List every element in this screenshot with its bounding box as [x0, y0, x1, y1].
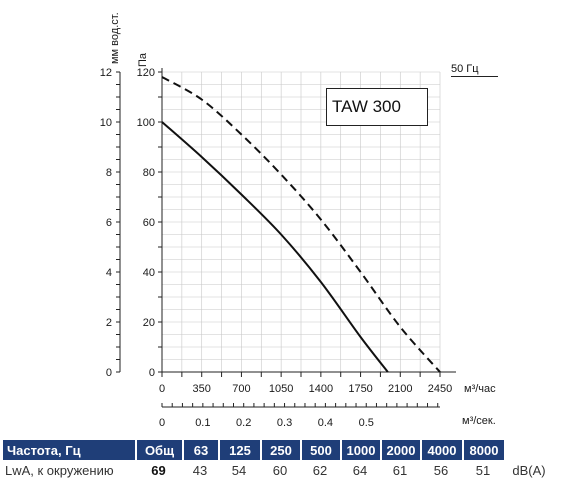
unit-label: dB(A)	[512, 462, 546, 478]
header-cell-2000: 2000	[380, 440, 420, 460]
left-axis-tick-label: 12	[100, 67, 112, 79]
table-row-lwa: LwA, к окружению 69 43 54 60 62 64 61 56…	[3, 460, 554, 480]
x2-tick-label: 0.4	[318, 417, 333, 429]
x2-tick-label: 0	[159, 417, 165, 429]
value-8000: 51	[475, 462, 491, 478]
y-tick-label: 80	[143, 167, 155, 179]
value-250: 60	[272, 462, 288, 478]
model-title: TAW 300	[332, 97, 401, 116]
x2-tick-label: 0.1	[195, 417, 210, 429]
x-tick-label: 1050	[269, 383, 293, 395]
y-tick-label: 60	[143, 217, 155, 229]
y-axis-title: Па	[137, 52, 149, 67]
x-tick-label: 350	[193, 383, 211, 395]
value-500: 62	[312, 462, 328, 478]
x-tick-label: 2450	[428, 383, 452, 395]
header-cell-frequency: Частота, Гц	[3, 440, 135, 460]
value-125: 54	[231, 462, 247, 478]
header-cell-1000: 1000	[340, 440, 380, 460]
left-axis-tick-label: 0	[106, 367, 112, 379]
sound-spectrum-table: Частота, Гц Общ 63 125 250 500 1000 2000…	[3, 440, 554, 480]
value-4000: 56	[433, 462, 449, 478]
x-tick-label: 1750	[348, 383, 372, 395]
x-tick-label: 1400	[309, 383, 333, 395]
value-1000: 64	[352, 462, 368, 478]
value-total: 69	[151, 462, 166, 478]
left-axis-tick-label: 8	[106, 167, 112, 179]
left-axis-tick-label: 2	[106, 317, 112, 329]
header-cell-500: 500	[300, 440, 340, 460]
value-63: 43	[192, 462, 208, 478]
header-cell-8000: 8000	[462, 440, 504, 460]
series-line-dashed	[161, 76, 441, 373]
frequency-label: 50 Гц	[451, 63, 498, 77]
x2-tick-label: 0.3	[277, 417, 292, 429]
table-header-row: Частота, Гц Общ 63 125 250 500 1000 2000…	[3, 440, 554, 460]
left-axis-tick-label: 10	[100, 117, 112, 129]
header-cell-4000: 4000	[420, 440, 462, 460]
x-tick-label: 700	[232, 383, 250, 395]
left-axis-tick-label: 6	[106, 217, 112, 229]
left-axis-title: мм вод.ст.	[109, 12, 121, 64]
header-cell-total: Общ	[135, 440, 182, 460]
x-axis-title: м³/час	[464, 383, 496, 395]
y-tick-label: 100	[137, 117, 155, 129]
series-line-solid	[161, 121, 389, 373]
x2-axis-title: м³/сек.	[462, 415, 496, 427]
x-tick-label: 2100	[388, 383, 412, 395]
x2-tick-label: 0.5	[359, 417, 374, 429]
y-tick-label: 0	[149, 367, 155, 379]
y-tick-label: 120	[137, 67, 155, 79]
header-cell-125: 125	[218, 440, 260, 460]
value-2000: 61	[392, 462, 408, 478]
left-axis-tick-label: 4	[106, 267, 112, 279]
y-tick-label: 20	[143, 317, 155, 329]
row-label-lwa: LwA, к окружению	[5, 462, 114, 478]
x-tick-label: 0	[159, 383, 165, 395]
y-tick-label: 40	[143, 267, 155, 279]
header-cell-63: 63	[182, 440, 218, 460]
x2-tick-label: 0.2	[236, 417, 251, 429]
header-cell-250: 250	[260, 440, 300, 460]
model-label-box: TAW 300	[326, 88, 428, 126]
